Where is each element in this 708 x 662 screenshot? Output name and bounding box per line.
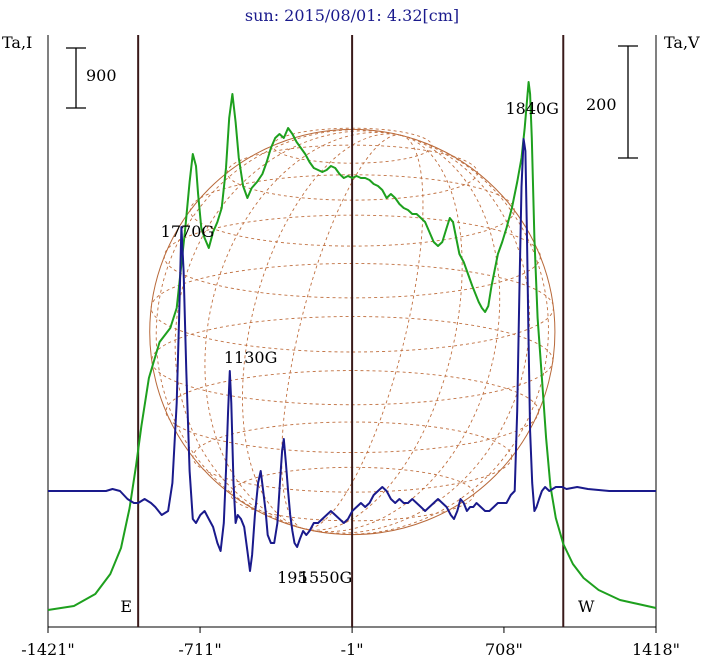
chart-title: sun: 2015/08/01: 4.32[cm] — [245, 6, 459, 25]
x-tick-label: -1" — [341, 640, 364, 659]
scale-bar-left — [66, 47, 86, 109]
latitude-line — [165, 370, 540, 454]
vertical-lines — [137, 35, 565, 627]
scale-bar-left-label: 900 — [86, 66, 117, 85]
series-group — [47, 81, 657, 611]
longitude-line — [174, 130, 402, 530]
scale-bar-right-label: 200 — [586, 95, 617, 114]
x-tick-label: -711" — [178, 640, 221, 659]
longitude-line — [303, 134, 463, 531]
x-tick-label: 1418" — [632, 640, 680, 659]
annotations: 1770G 1130G 1840G 195 1550G — [161, 99, 559, 587]
right-axis-label: Ta,V — [664, 33, 700, 52]
annotation-1840g: 1840G — [505, 99, 559, 118]
longitude-line — [155, 129, 402, 530]
annotation-1770g: 1770G — [161, 222, 215, 241]
east-limb-label: E — [120, 597, 132, 616]
longitude-line — [242, 133, 402, 530]
latitude-line — [189, 174, 515, 247]
longitude-line — [303, 134, 424, 530]
series-polarization-line — [48, 138, 656, 572]
x-tick-label: 708" — [485, 640, 523, 659]
left-axis-label: Ta,I — [2, 33, 32, 52]
x-tick-labels: -1421" -711" -1" 708" 1418" — [21, 627, 680, 659]
longitude-line — [281, 134, 402, 530]
scale-bar-right — [618, 45, 638, 159]
annotation-1550g: 1550G — [299, 568, 353, 587]
longitude-line — [204, 131, 402, 530]
annotation-195: 195 — [277, 568, 308, 587]
annotation-1130g: 1130G — [224, 348, 278, 367]
series-intensity-line — [47, 81, 657, 611]
longitude-line — [303, 134, 530, 534]
longitude-line — [303, 134, 501, 533]
x-tick-label: -1421" — [21, 640, 74, 659]
west-limb-label: W — [578, 597, 595, 616]
